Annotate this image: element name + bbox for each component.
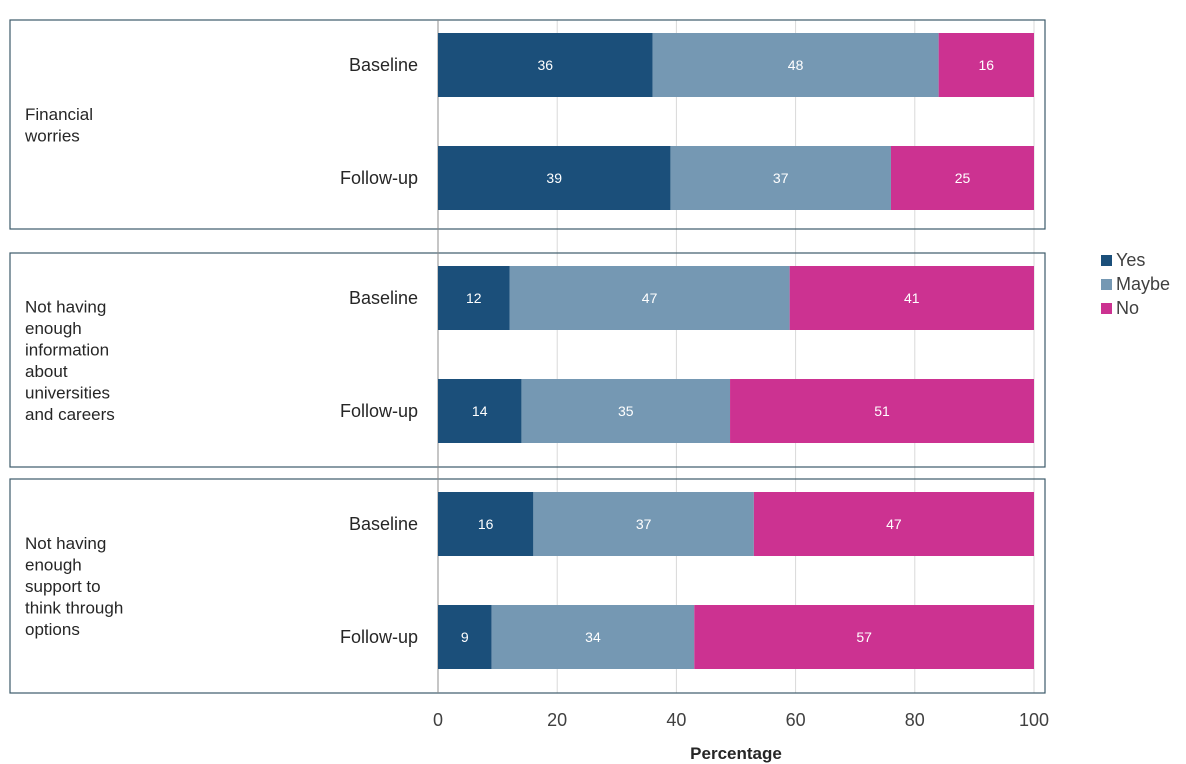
- x-axis-title: Percentage: [690, 744, 782, 763]
- legend-label: Yes: [1116, 250, 1145, 270]
- legend-label: Maybe: [1116, 274, 1170, 294]
- data-label: 35: [618, 403, 634, 419]
- bar-segment-no: [753, 492, 1034, 556]
- category-label: Follow-up: [340, 627, 418, 647]
- group-label-line: and careers: [25, 405, 115, 424]
- group-label-line: information: [25, 340, 109, 359]
- group-label-line: Not having: [25, 297, 106, 316]
- x-tick-label: 80: [905, 710, 925, 730]
- group-label-line: about: [25, 362, 68, 381]
- legend-swatch-yes: [1101, 255, 1112, 266]
- data-label: 39: [546, 170, 562, 186]
- bar-segment-no: [938, 33, 1034, 97]
- bar-segment-no: [789, 266, 1034, 330]
- data-label: 57: [856, 629, 872, 645]
- bar-segment-yes: [438, 605, 492, 669]
- data-label: 36: [537, 57, 553, 73]
- data-label: 48: [788, 57, 804, 73]
- x-tick-label: 60: [786, 710, 806, 730]
- group-label-line: universities: [25, 383, 110, 402]
- group-label-line: Financial: [25, 105, 93, 124]
- group-label-line: enough: [25, 556, 82, 575]
- group-label-line: worries: [24, 126, 80, 145]
- category-label: Follow-up: [340, 401, 418, 421]
- bar-segment-yes: [438, 33, 653, 97]
- group-label: Financial worries: [24, 105, 93, 146]
- data-label: 25: [955, 170, 971, 186]
- x-tick-label: 20: [547, 710, 567, 730]
- bar-segment-maybe: [533, 492, 754, 556]
- bar-segment-maybe: [509, 266, 790, 330]
- data-label: 14: [472, 403, 488, 419]
- bar-segment-yes: [438, 146, 671, 210]
- group-label-line: Not having: [25, 534, 106, 553]
- data-label: 16: [478, 516, 494, 532]
- group-box: [9, 478, 1046, 694]
- group-box: [9, 19, 1046, 230]
- x-tick-label: 40: [666, 710, 686, 730]
- bar-segment-no: [890, 146, 1034, 210]
- legend-swatch-no: [1101, 303, 1112, 314]
- bar-segment-yes: [438, 266, 510, 330]
- data-label: 37: [636, 516, 652, 532]
- bar-segment-maybe: [521, 379, 731, 443]
- category-label: Follow-up: [340, 168, 418, 188]
- bar-segment-no: [694, 605, 1034, 669]
- bar-segment-yes: [438, 379, 522, 443]
- bar-segment-maybe: [652, 33, 939, 97]
- group-label: Not having enough information about universi…: [25, 297, 115, 424]
- x-tick-label: 0: [433, 710, 443, 730]
- category-label: Baseline: [349, 55, 418, 75]
- category-label: Baseline: [349, 288, 418, 308]
- data-label: 9: [461, 629, 469, 645]
- data-label: 16: [979, 57, 995, 73]
- group-label-line: options: [25, 620, 80, 639]
- category-label: Baseline: [349, 514, 418, 534]
- x-tick-label: 100: [1019, 710, 1049, 730]
- data-label: 37: [773, 170, 789, 186]
- data-label: 51: [874, 403, 890, 419]
- group-label-line: enough: [25, 319, 82, 338]
- data-label: 47: [642, 290, 658, 306]
- data-label: 41: [904, 290, 920, 306]
- bar-segment-no: [730, 379, 1034, 443]
- group-label-line: support to: [25, 577, 101, 596]
- bar-segment-maybe: [491, 605, 695, 669]
- group-label: Not having enough support to think through o…: [25, 534, 123, 639]
- legend-label: No: [1116, 298, 1139, 318]
- group-box: [9, 252, 1046, 468]
- data-label: 12: [466, 290, 482, 306]
- bar-segment-yes: [438, 492, 534, 556]
- bar-segment-maybe: [670, 146, 891, 210]
- group-label-line: think through: [25, 599, 123, 618]
- legend-swatch-maybe: [1101, 279, 1112, 290]
- data-label: 47: [886, 516, 902, 532]
- data-label: 34: [585, 629, 601, 645]
